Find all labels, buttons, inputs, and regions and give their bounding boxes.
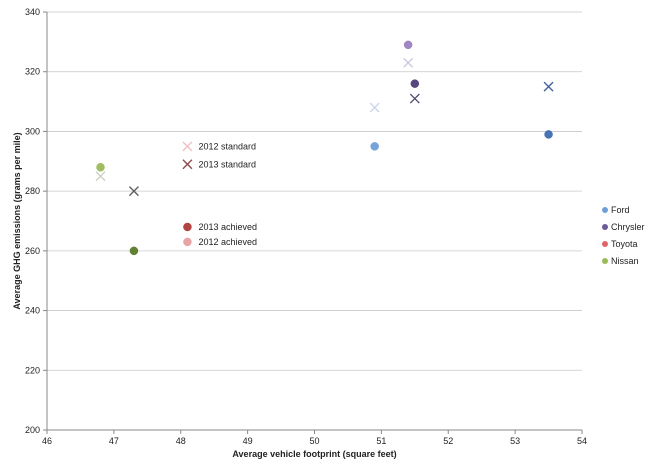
annotation-marker-2013-standard <box>182 159 193 170</box>
annotation-key: 2012 standard 2013 standard 2013 achieved 2… <box>182 141 257 247</box>
y-tick-label-320: 320 <box>25 67 40 77</box>
annotation-marker-2012-achieved <box>183 237 192 247</box>
ford-2012-achieved-point-0 <box>370 142 379 151</box>
x-tick-label-51: 51 <box>376 436 386 446</box>
x-tick-label-54: 54 <box>577 436 587 446</box>
y-tick-label-300: 300 <box>25 126 40 136</box>
y-tick-label-220: 220 <box>25 365 40 375</box>
legend-entry-toyota: Toyota <box>602 239 638 249</box>
legend-label-nissan: Nissan <box>611 256 639 266</box>
x-tick-labels: 46 47 48 49 50 51 52 53 54 <box>42 436 587 446</box>
y-tick-label-280: 280 <box>25 186 40 196</box>
x-tick-label-49: 49 <box>243 436 253 446</box>
nissan-2013-achieved-point-0 <box>129 246 139 256</box>
annotation-2012-standard: 2012 standard <box>182 141 256 152</box>
x-axis-title: Average vehicle footprint (square feet) <box>232 449 396 459</box>
gridlines <box>47 11 582 371</box>
annotation-marker-2013-achieved <box>183 222 192 232</box>
ford-2013-achieved-point-0 <box>544 130 553 139</box>
annotation-2013-achieved: 2013 achieved <box>183 222 257 232</box>
y-tick-label-260: 260 <box>25 246 40 256</box>
y-tick-label-240: 240 <box>25 306 40 316</box>
legend-swatch-chrysler <box>602 224 608 230</box>
annotation-marker-2012-standard <box>182 141 193 152</box>
chrysler-2013-standard-point-0 <box>409 93 420 104</box>
legend-label-toyota: Toyota <box>611 239 638 249</box>
y-tick-label-200: 200 <box>25 425 40 435</box>
annotation-2013-standard: 2013 standard <box>182 159 256 170</box>
annotation-label-2013-standard: 2013 standard <box>198 159 256 169</box>
annotation-2012-achieved: 2012 achieved <box>183 237 257 247</box>
ford-2013-standard-point-0 <box>543 81 554 92</box>
annotation-label-2012-achieved: 2012 achieved <box>198 237 257 247</box>
data-points <box>95 40 554 256</box>
legend-swatch-nissan <box>602 258 608 264</box>
axes <box>43 11 583 434</box>
legend: Ford Chrysler Toyota Nissan <box>602 205 645 266</box>
legend-label-chrysler: Chrysler <box>611 222 645 232</box>
annotation-label-2013-achieved: 2013 achieved <box>198 222 257 232</box>
chrysler-2012-achieved-point-0 <box>403 40 413 50</box>
x-tick-label-48: 48 <box>176 436 186 446</box>
ford-2012-standard-point-0 <box>369 102 380 113</box>
legend-entry-chrysler: Chrysler <box>602 222 645 232</box>
nissan-2012-achieved-point-0 <box>96 163 105 172</box>
y-axis-title: Average GHG emissions (grams per mile) <box>12 132 22 309</box>
x-tick-label-52: 52 <box>443 436 453 446</box>
x-tick-label-53: 53 <box>510 436 520 446</box>
x-tick-label-50: 50 <box>309 436 319 446</box>
y-tick-label-340: 340 <box>25 7 40 17</box>
chrysler-2012-standard-point-0 <box>403 57 414 68</box>
y-tick-labels: 200 220 240 260 280 300 320 340 <box>25 7 40 435</box>
nissan-2012-standard-point-0 <box>95 171 106 182</box>
legend-swatch-ford <box>602 207 608 213</box>
x-tick-label-47: 47 <box>109 436 119 446</box>
x-tick-label-46: 46 <box>42 436 52 446</box>
annotation-label-2012-standard: 2012 standard <box>198 141 256 151</box>
legend-swatch-toyota <box>602 241 608 247</box>
chrysler-2013-achieved-point-0 <box>410 79 420 88</box>
nissan-2013-standard-point-0 <box>128 186 139 197</box>
legend-label-ford: Ford <box>611 205 630 215</box>
legend-entry-ford: Ford <box>602 205 630 215</box>
legend-entry-nissan: Nissan <box>602 256 639 266</box>
